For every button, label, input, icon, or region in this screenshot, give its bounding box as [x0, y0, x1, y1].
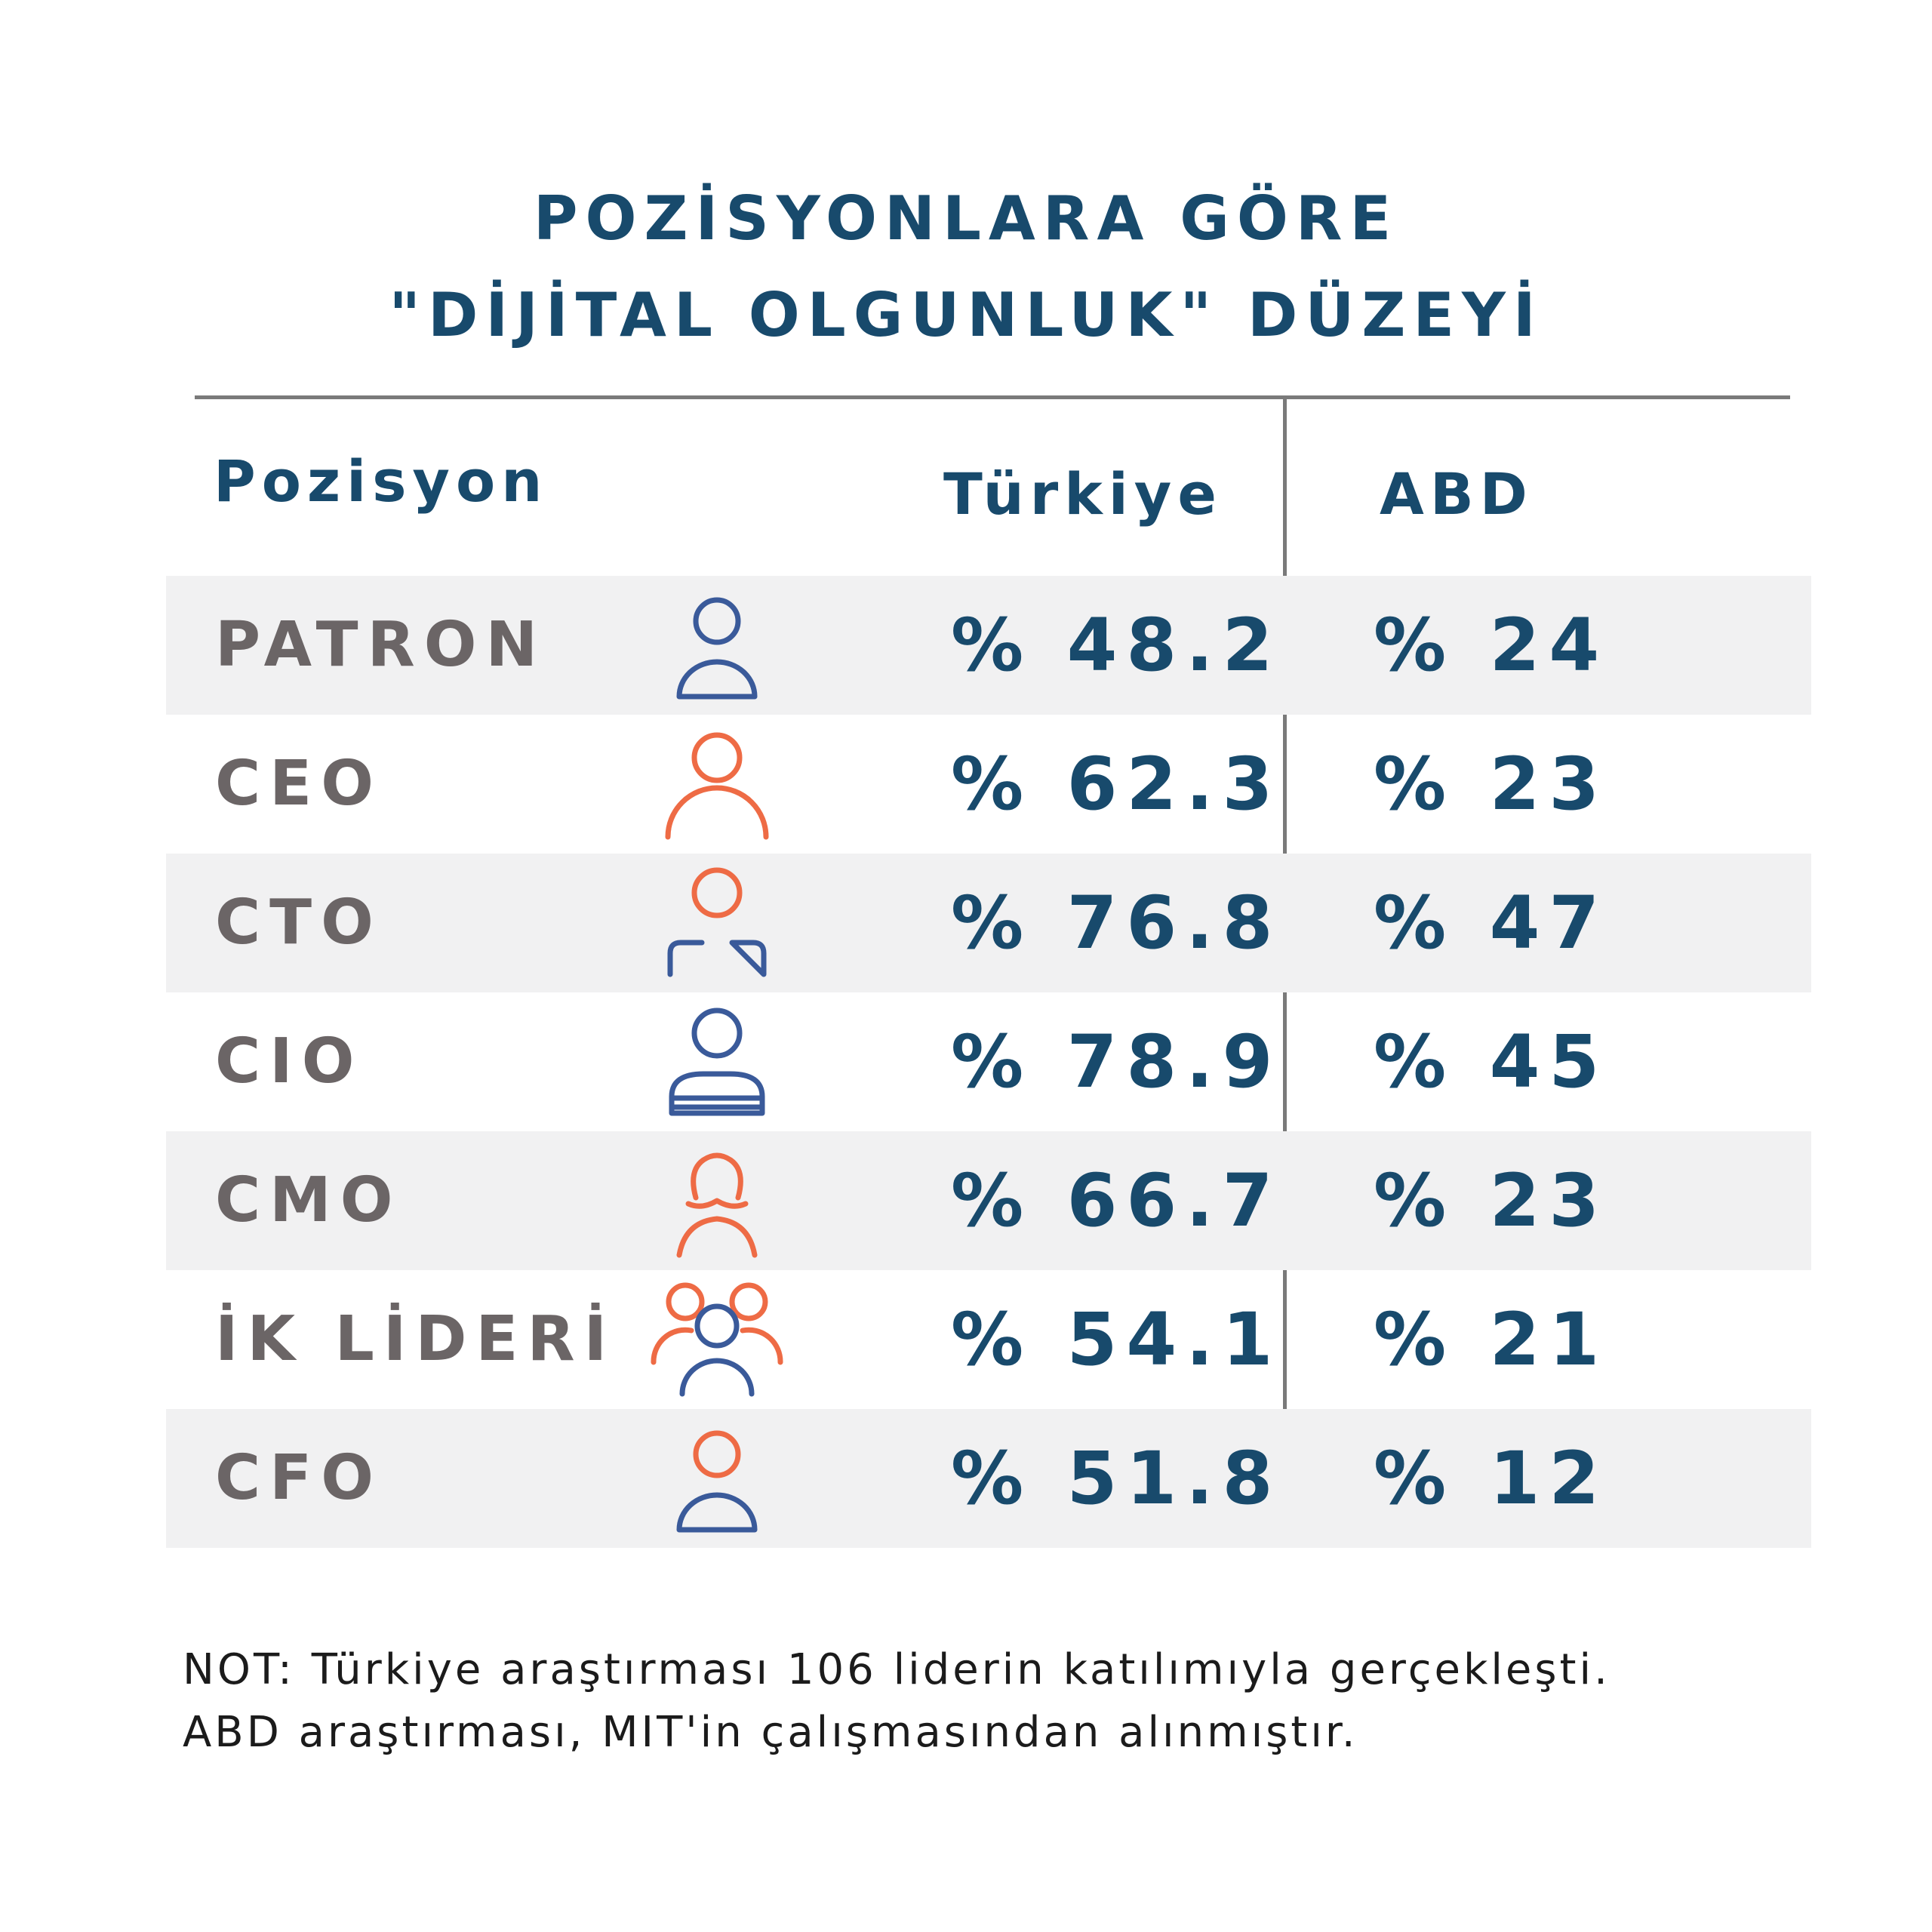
- chart-title-line-1: POZİSYONLARA GÖRE: [533, 183, 1399, 254]
- turkiye-value: % 54.1: [951, 1297, 1282, 1382]
- group-icon: [651, 1282, 783, 1397]
- abd-value: % 24: [1374, 603, 1609, 688]
- table-row: CEO % 62.3 % 23: [166, 715, 1811, 854]
- abd-value: % 21: [1374, 1297, 1609, 1382]
- row-label: CIO: [215, 1026, 364, 1097]
- abd-value: % 23: [1374, 1158, 1609, 1243]
- abd-value: % 23: [1374, 742, 1609, 826]
- abd-value: % 45: [1374, 1020, 1609, 1104]
- turkiye-value: % 66.7: [951, 1158, 1282, 1243]
- turkiye-value: % 51.8: [951, 1436, 1282, 1521]
- table-row: CMO % 66.7 % 23: [166, 1131, 1811, 1270]
- woman-icon: [676, 1152, 758, 1258]
- table-body: PATRON % 48.2 % 24 CEO % 62.3 % 23 CTO %…: [166, 576, 1811, 1548]
- table-row: İK LİDERİ % 54.1 % 21: [166, 1270, 1811, 1409]
- table-row: CTO % 76.8 % 47: [166, 854, 1811, 992]
- column-header-turkiye: Türkiye: [943, 460, 1223, 528]
- turkiye-value: % 76.8: [951, 881, 1282, 965]
- row-label: CMO: [215, 1164, 402, 1236]
- row-label: İK LİDERİ: [215, 1303, 617, 1375]
- row-label: CFO: [215, 1442, 383, 1514]
- column-header-abd: ABD: [1380, 460, 1534, 528]
- person-icon: [676, 597, 758, 700]
- row-label: CTO: [215, 887, 383, 958]
- turkiye-value: % 48.2: [951, 603, 1282, 688]
- chart-title-line-2: "DİJİTAL OLGUNLUK" DÜZEYİ: [389, 280, 1543, 350]
- turkiye-value: % 62.3: [951, 742, 1282, 826]
- turkiye-value: % 78.9: [951, 1020, 1282, 1104]
- row-label: CEO: [215, 748, 383, 820]
- person-icon: [676, 1430, 758, 1533]
- header-rule: [195, 395, 1790, 399]
- person-icon: [667, 867, 767, 977]
- footnote-line-1: NOT: Türkiye araştırması 106 liderin kat…: [183, 1645, 1611, 1694]
- abd-value: % 47: [1374, 881, 1609, 965]
- table-row: CFO % 51.8 % 12: [166, 1409, 1811, 1548]
- row-label: PATRON: [215, 609, 547, 681]
- person-icon: [665, 732, 769, 840]
- person-icon: [669, 1008, 765, 1116]
- column-header-position: Pozisyon: [214, 448, 549, 515]
- abd-value: % 12: [1374, 1436, 1609, 1521]
- table-row: CIO % 78.9 % 45: [166, 992, 1811, 1131]
- footnote-line-2: ABD araştırması, MIT'in çalışmasından al…: [183, 1708, 1358, 1757]
- table-row: PATRON % 48.2 % 24: [166, 576, 1811, 715]
